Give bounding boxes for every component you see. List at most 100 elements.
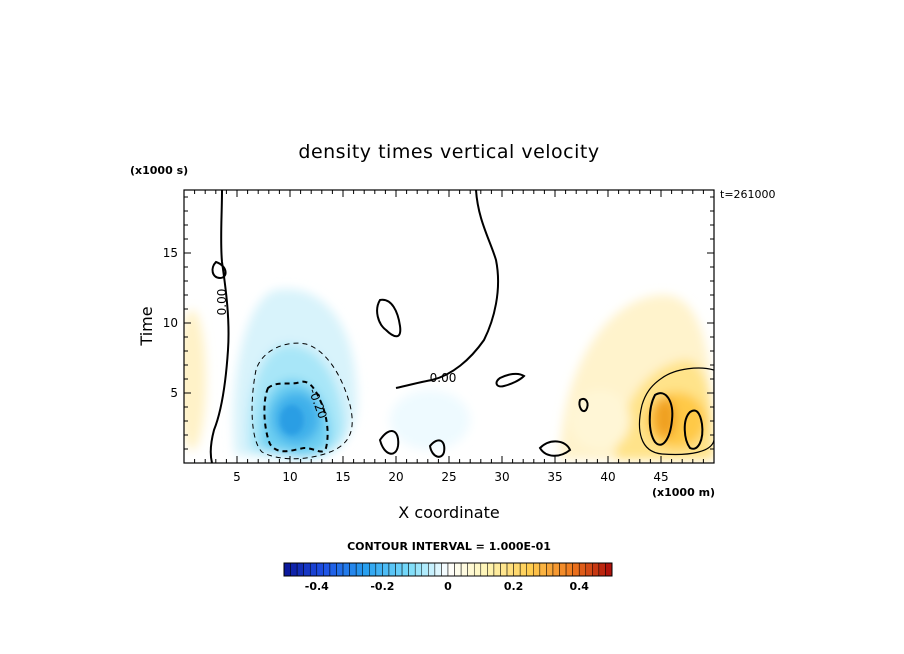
colorbar-swatch — [519, 562, 527, 577]
colorbar-swatch — [559, 562, 567, 577]
colorbar-swatch — [290, 562, 298, 577]
colorbar-swatch — [460, 562, 468, 577]
colorbar-swatch — [375, 562, 383, 577]
contour-interval-note: CONTOUR INTERVAL = 1.000E-01 — [347, 540, 551, 553]
zero-contour-bottom-4 — [578, 398, 589, 412]
contour-label-left: 0.00 — [215, 289, 229, 316]
y-ticks: 5 10 15 — [163, 196, 714, 450]
colorbar-tick-label: 0.4 — [569, 580, 589, 593]
colorbar-swatch — [441, 562, 449, 577]
zero-contour-bottom-3 — [538, 440, 572, 457]
colorbar-swatch — [473, 562, 482, 577]
x-tick-label: 35 — [547, 470, 562, 484]
colorbar-swatch — [414, 562, 423, 577]
zero-contour-bottom-2 — [428, 439, 446, 458]
colorbar-swatch — [565, 562, 573, 577]
colorbar-swatch — [316, 562, 324, 577]
colorbar-tick-label: -0.4 — [305, 580, 329, 593]
y-tick-label: 15 — [163, 246, 178, 260]
colorbar-swatch — [480, 562, 488, 577]
colorbar-swatch — [467, 562, 475, 577]
contour-label-center: 0.00 — [430, 371, 457, 385]
heatmap-field — [184, 288, 714, 460]
field-low-mid — [390, 390, 470, 450]
colorbar-swatch — [578, 562, 587, 577]
positive-contour-b — [683, 409, 704, 450]
colorbar-tick-label: 0 — [444, 580, 452, 593]
colorbar-swatch — [408, 562, 416, 577]
colorbar-swatch — [552, 562, 560, 577]
field-low-right — [570, 390, 630, 450]
colorbar-swatch — [546, 562, 554, 577]
x-ticks: 5 10 15 20 25 30 35 40 45 — [194, 190, 704, 484]
y-axis-label: Time — [137, 306, 156, 346]
x-tick-label: 45 — [653, 470, 668, 484]
colorbar-swatch — [342, 562, 350, 577]
y-unit-label: (x1000 s) — [130, 164, 188, 177]
colorbar-swatch — [309, 562, 318, 577]
x-tick-label: 30 — [494, 470, 509, 484]
colorbar-swatch — [329, 562, 337, 577]
colorbar-swatch — [533, 562, 541, 577]
zero-contour-bottom-1 — [378, 430, 400, 455]
positive-contour-outer — [638, 367, 714, 456]
colorbar-tick-label: -0.2 — [370, 580, 394, 593]
colorbar-swatch — [585, 562, 593, 577]
colorbar-swatch — [500, 562, 508, 577]
colorbar-swatch — [388, 562, 396, 577]
colorbar-swatch — [369, 562, 377, 577]
colorbar-swatch — [506, 562, 514, 577]
colorbar-swatch — [401, 562, 409, 577]
x-tick-label: 5 — [233, 470, 241, 484]
colorbar-swatch — [421, 562, 429, 577]
colorbar-swatch — [382, 562, 390, 577]
colorbar-swatch — [572, 562, 580, 577]
colorbar-frame — [283, 562, 613, 577]
field-left-positive — [184, 310, 206, 450]
colorbar-swatch — [592, 562, 600, 577]
colorbar-swatch — [349, 562, 357, 577]
colorbar-swatch — [296, 562, 304, 577]
negative-contour-dashed — [263, 380, 329, 453]
positive-contour-a — [648, 392, 674, 446]
colorbar-swatch — [447, 562, 455, 577]
colorbar — [283, 562, 613, 577]
colorbar-swatch — [487, 562, 495, 577]
zero-contour-island-2 — [376, 298, 402, 338]
colorbar-swatch — [605, 562, 613, 577]
zero-contour-center — [395, 190, 500, 389]
x-tick-label: 40 — [600, 470, 615, 484]
colorbar-swatch — [362, 562, 370, 577]
colorbar-swatch — [539, 562, 547, 577]
colorbar-ticks: -0.4 -0.2 0 0.2 0.4 — [305, 580, 590, 593]
colorbar-swatch — [513, 562, 521, 577]
colorbar-swatch — [395, 562, 403, 577]
x-tick-label: 10 — [282, 470, 297, 484]
field-negative-peak — [280, 405, 304, 435]
colorbar-swatch — [434, 562, 442, 577]
colorbar-swatch — [323, 562, 331, 577]
zero-contour-left — [209, 190, 230, 463]
colorbar-swatch — [454, 562, 462, 577]
chart-title: density times vertical velocity — [298, 141, 599, 163]
colorbar-swatch — [283, 562, 291, 577]
x-tick-label: 20 — [388, 470, 403, 484]
contour-lines — [209, 190, 714, 463]
zero-contour-island-3 — [495, 372, 526, 388]
x-axis-label: X coordinate — [398, 503, 499, 522]
colorbar-swatch — [336, 562, 344, 577]
x-tick-label: 15 — [335, 470, 350, 484]
colorbar-swatch — [598, 562, 606, 577]
colorbar-swatch — [526, 562, 534, 577]
zero-contour-island-1 — [211, 260, 227, 280]
colorbar-swatch — [303, 562, 311, 577]
x-tick-label: 25 — [441, 470, 456, 484]
colorbar-tick-label: 0.2 — [504, 580, 524, 593]
colorbar-swatch — [493, 562, 501, 577]
y-tick-label: 5 — [170, 386, 178, 400]
x-unit-label: (x1000 m) — [652, 486, 715, 499]
colorbar-swatch — [355, 562, 363, 577]
time-stamp: t=261000 — [720, 188, 776, 201]
y-tick-label: 10 — [163, 316, 178, 330]
